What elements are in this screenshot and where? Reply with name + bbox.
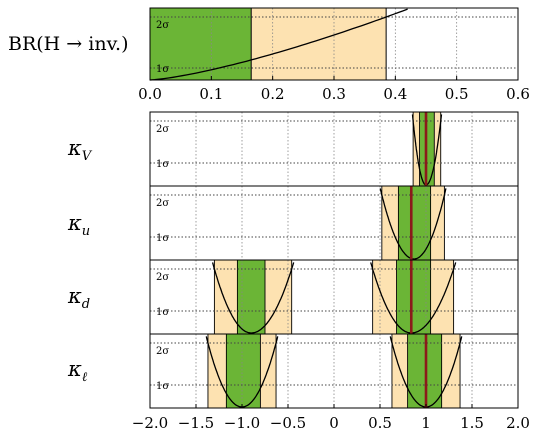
sigma1-label: 1σ [156,159,169,170]
br-inv-row-label: BR(H → inv.) [8,33,129,55]
br-inv-tick-label: 0.3 [322,85,346,103]
lower-axis-tick-label: −1.5 [178,414,214,432]
sigma2-label: 2σ [156,198,169,209]
row-label: κV [67,136,93,164]
sigma2-label: 2σ [156,124,169,135]
row-label: κℓ [67,357,88,385]
br-inv-panel: 2σ 1σ 0.0 0.1 0.2 0.3 0.4 0.5 0.6 BR(H → inv.) [8,7,530,103]
band-1sigma [396,260,431,334]
chi-curve [379,188,447,260]
br-inv-2sigma-band [251,8,387,80]
lower-axis-tick-label: 1 [421,414,431,432]
row-label: κd [67,284,90,312]
br-inv-tick-label: 0.2 [261,85,285,103]
br-inv-tick-label: 0.6 [506,85,530,103]
sigma1-label: 1σ [156,307,169,318]
br-inv-tick-label: 0.4 [383,85,407,103]
sigma1-label: 1σ [156,381,169,392]
br-inv-tick-label: 0.0 [138,85,162,103]
br-inv-1sigma-label: 1σ [156,64,169,75]
lower-axis-tick-label: 1.5 [460,414,484,432]
band-1sigma [226,334,261,408]
coupling-row-3: 2σ 1σ κd [67,259,519,335]
br-inv-tick-label: 0.1 [199,85,223,103]
coupling-row-2: 2σ 1σ κu [67,185,519,261]
sigma2-label: 2σ [156,272,169,283]
sigma1-label: 1σ [156,233,169,244]
band-1sigma [407,334,442,408]
band-1sigma [398,186,431,260]
lower-axis-tick-label: −0.5 [270,414,306,432]
chi-curve [211,262,295,334]
lower-axis-tick-label: −2.0 [132,414,168,432]
row-label: κu [67,211,90,239]
br-inv-chi-curve [149,8,408,81]
lower-axis-tick-label: −1.0 [224,414,260,432]
lower-axis-tick-label: 0.5 [368,414,392,432]
lower-axis-tick-label: 0 [329,414,339,432]
br-inv-tick-label: 0.5 [445,85,469,103]
coupling-row-4: 2σ 1σ κℓ [67,333,519,409]
band-1sigma [237,260,265,334]
coupling-row-1: 2σ 1σ κV [67,111,519,187]
sigma2-label: 2σ [156,346,169,357]
lower-axis-tick-label: 2.0 [506,414,530,432]
br-inv-2sigma-label: 2σ [156,20,169,31]
